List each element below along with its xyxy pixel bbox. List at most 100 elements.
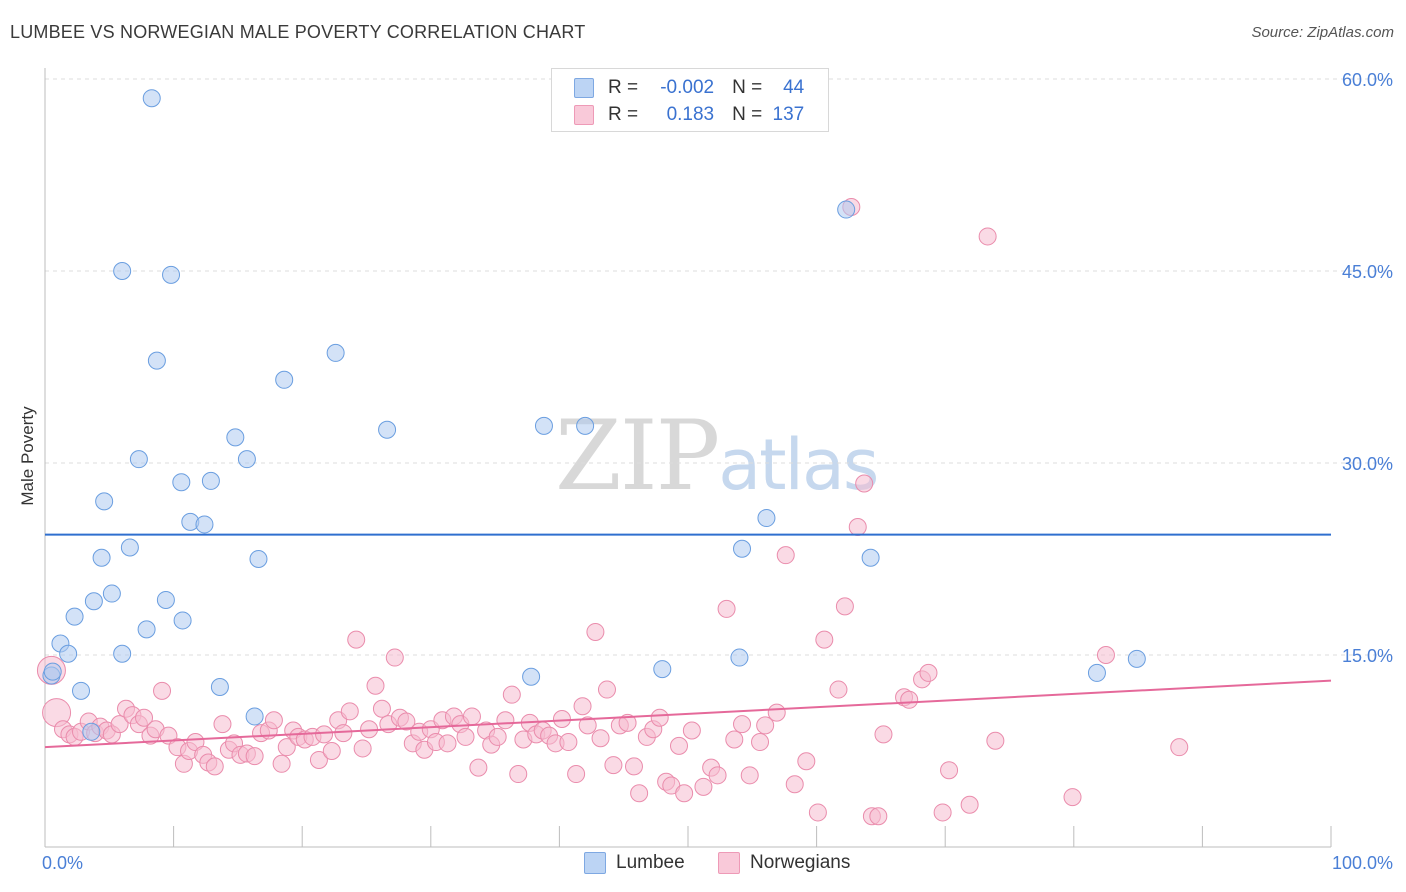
lumbee-point: [120, 538, 139, 557]
lumbee-point: [226, 428, 245, 447]
norwegians-point: [797, 752, 816, 771]
norwegians-point: [552, 710, 571, 728]
lumbee-point: [1127, 649, 1146, 668]
norwegians-point: [1170, 738, 1189, 757]
legend-n-label: N =: [732, 104, 763, 125]
lumbee-point: [201, 471, 220, 490]
lumbee-point: [147, 351, 166, 370]
norwegians-point: [874, 725, 893, 744]
norwegians-point: [509, 765, 528, 784]
norwegians-point: [502, 685, 521, 704]
norwegians-point: [591, 729, 610, 748]
trend-lines: [44, 533, 1332, 749]
lumbee-point: [1087, 663, 1106, 682]
lumbee-swatch: [574, 78, 594, 98]
norwegians-point: [315, 725, 334, 744]
norwegians-point: [835, 597, 854, 616]
norwegians-point: [456, 727, 475, 746]
norwegians-point: [919, 663, 938, 682]
norwegians-point: [438, 734, 457, 753]
norwegians-point: [245, 747, 264, 766]
lumbee-point: [43, 662, 62, 681]
lumbee-point: [72, 681, 91, 700]
norwegians-point: [322, 742, 341, 760]
legend-n-label: N =: [732, 77, 763, 98]
lumbee-swatch: [584, 852, 606, 874]
y-tick-label: 15.0%: [1342, 646, 1393, 666]
lumbee-point: [113, 262, 132, 280]
norwegians-point: [353, 739, 372, 758]
lumbee-point: [82, 722, 101, 741]
norwegians-point: [756, 716, 775, 735]
norwegians-point: [682, 721, 701, 740]
lumbee-point: [95, 492, 114, 511]
y-tick-label: 45.0%: [1342, 262, 1393, 282]
lumbee-point: [378, 420, 397, 439]
lumbee-points: [42, 89, 1146, 741]
norwegians-point: [264, 711, 283, 730]
tick-labels: 15.0% 30.0% 45.0% 60.0% 0.0% 100.0%: [42, 70, 1393, 873]
grid-lines: [45, 78, 1392, 656]
norwegians-point: [469, 758, 488, 777]
norwegians-point: [272, 754, 291, 773]
norwegians-point: [110, 715, 129, 734]
norwegians-point: [869, 807, 888, 826]
norwegians-trend-line: [44, 679, 1332, 749]
lumbee-point: [102, 584, 121, 603]
lumbee-point: [210, 678, 229, 696]
lumbee-point: [65, 607, 84, 626]
norwegians-point: [597, 680, 616, 699]
lumbee-point: [156, 590, 175, 609]
norwegians-swatch: [574, 105, 594, 125]
legend-r-value: -0.002: [660, 77, 715, 98]
lumbee-point: [162, 265, 181, 284]
legend-n-value: 137: [772, 104, 805, 125]
lumbee-point: [245, 707, 264, 726]
norwegians-point: [586, 622, 605, 641]
norwegians-point: [940, 761, 959, 780]
norwegians-point: [960, 795, 979, 814]
norwegians-point: [366, 676, 385, 695]
lumbee-point: [733, 539, 752, 558]
legend-row-lumbee: R = -0.002 N = 44: [574, 77, 804, 99]
lumbee-point: [92, 548, 111, 567]
norwegians-point: [630, 784, 649, 803]
norwegians-point: [385, 648, 404, 667]
norwegians-point: [694, 777, 713, 796]
norwegians-point: [347, 630, 366, 649]
lumbee-point: [522, 667, 541, 686]
norwegians-point: [829, 680, 848, 699]
bottom-legend-norwegians: Norwegians: [718, 852, 850, 874]
norwegians-point: [604, 756, 623, 775]
norwegians-point: [1063, 788, 1082, 807]
norwegians-point: [986, 731, 1005, 750]
norwegians-point: [397, 712, 416, 731]
norwegians-point: [669, 736, 688, 755]
lumbee-point: [113, 644, 132, 663]
x-tick-label: 100.0%: [1332, 853, 1393, 873]
lumbee-point: [249, 550, 268, 568]
lumbee-point: [129, 450, 148, 469]
norwegians-point: [933, 803, 952, 822]
norwegians-point: [740, 766, 759, 785]
norwegians-point: [808, 803, 827, 822]
y-tick-label: 30.0%: [1342, 454, 1393, 474]
lumbee-point: [195, 515, 214, 534]
norwegians-point: [213, 715, 232, 734]
norwegians-point: [624, 757, 643, 776]
norwegians-point: [900, 690, 919, 709]
norwegians-point: [277, 738, 296, 757]
lumbee-point: [653, 660, 672, 679]
norwegians-point: [776, 546, 795, 565]
norwegians-swatch: [718, 852, 740, 874]
lumbee-point: [730, 648, 749, 667]
norwegians-point: [717, 599, 736, 618]
norwegians-point: [340, 702, 359, 721]
lumbee-point: [173, 611, 192, 630]
x-tick-label: 0.0%: [42, 853, 83, 873]
correlation-legend: R = -0.002 N = 44 R = 0.183 N = 137: [551, 68, 829, 132]
bottom-legend-lumbee-label: Lumbee: [616, 852, 685, 873]
norwegians-point: [708, 766, 727, 785]
norwegians-point: [815, 630, 834, 649]
lumbee-point: [757, 509, 776, 528]
